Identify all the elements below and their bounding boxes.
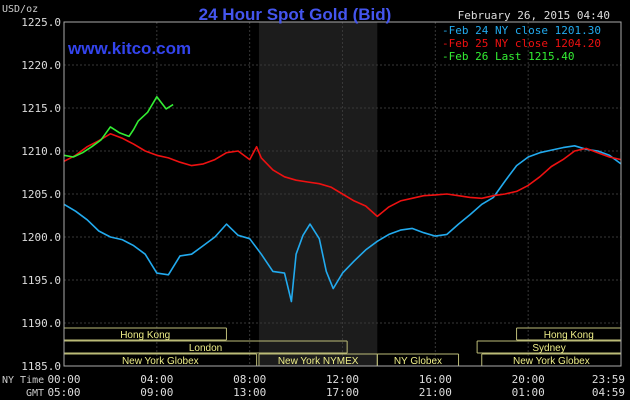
- date-label: February 26, 2015 04:40: [458, 9, 610, 22]
- series-line: [63, 96, 174, 158]
- trading-sessions: Hong Kong Hong Kong London Sydney New York G…: [63, 327, 622, 367]
- session-bar: [516, 327, 622, 341]
- session-label: New York NYMEX: [278, 356, 359, 367]
- legend: -Feb 24 NY close 1201.30-Feb 25 NY close…: [442, 24, 601, 63]
- x-tick-label-gmt: 04:59: [592, 386, 625, 399]
- x-tick-label-gmt: 01:00: [512, 386, 545, 399]
- x-tick-label-gmt: 13:00: [233, 386, 266, 399]
- labels: 24 Hour Spot Gold (Bid) February 26, 201…: [2, 4, 610, 399]
- session-label: Sydney: [532, 343, 565, 354]
- session-label: New York Globex: [122, 356, 199, 367]
- session-label: NY Globex: [394, 356, 442, 367]
- x-tick-label-gmt: 05:00: [47, 386, 80, 399]
- session-label: New York Globex: [513, 356, 590, 367]
- watermark: www.kitco.com: [67, 39, 191, 58]
- y-tick-label: 1195.0: [21, 274, 61, 287]
- legend-entry: -Feb 26 Last 1215.40: [442, 50, 574, 63]
- legend-entry: -Feb 25 NY close 1204.20: [442, 37, 601, 50]
- chart-title: 24 Hour Spot Gold (Bid): [199, 5, 392, 24]
- session-label: Hong Kong: [120, 330, 170, 341]
- x-tick-label-ny: 16:00: [419, 373, 452, 386]
- session-label: Hong Kong: [544, 330, 594, 341]
- session-bar: [63, 327, 227, 341]
- y-tick-label: 1210.0: [21, 145, 61, 158]
- session-bar: [476, 340, 622, 354]
- x-row-label-ny: NY Time: [2, 375, 44, 386]
- x-tick-label-ny: 00:00: [47, 373, 80, 386]
- x-tick-label-ny: 08:00: [233, 373, 266, 386]
- series-line: [63, 133, 622, 218]
- session-label: London: [189, 343, 222, 354]
- x-row-label-gmt: GMT: [26, 388, 44, 399]
- y-tick-label: 1200.0: [21, 231, 61, 244]
- series-line: [63, 145, 622, 303]
- x-tick-label-gmt: 09:00: [140, 386, 173, 399]
- y-tick-label: 1225.0: [21, 16, 61, 29]
- x-tick-label-gmt: 21:00: [419, 386, 452, 399]
- series-lines: [63, 96, 622, 303]
- plot-frame: [63, 21, 622, 367]
- y-tick-label: 1185.0: [21, 360, 61, 373]
- axes: 1185.0 1190.0 1195.0 1200.0 1205.0 1210.0 1215…: [21, 16, 625, 399]
- y-tick-label: 1205.0: [21, 188, 61, 201]
- y-tick-label: 1190.0: [21, 317, 61, 330]
- y-tick-label: 1215.0: [21, 102, 61, 115]
- session-bar: [63, 340, 348, 354]
- legend-entry: -Feb 24 NY close 1201.30: [442, 24, 601, 37]
- x-tick-label-gmt: 17:00: [326, 386, 359, 399]
- x-tick-label-ny: 20:00: [512, 373, 545, 386]
- x-tick-label-ny: 04:00: [140, 373, 173, 386]
- x-tick-label-ny: 23:59: [592, 373, 625, 386]
- y-tick-label: 1220.0: [21, 59, 61, 72]
- x-tick-label-ny: 12:00: [326, 373, 359, 386]
- y-axis-label: USD/oz: [2, 4, 38, 15]
